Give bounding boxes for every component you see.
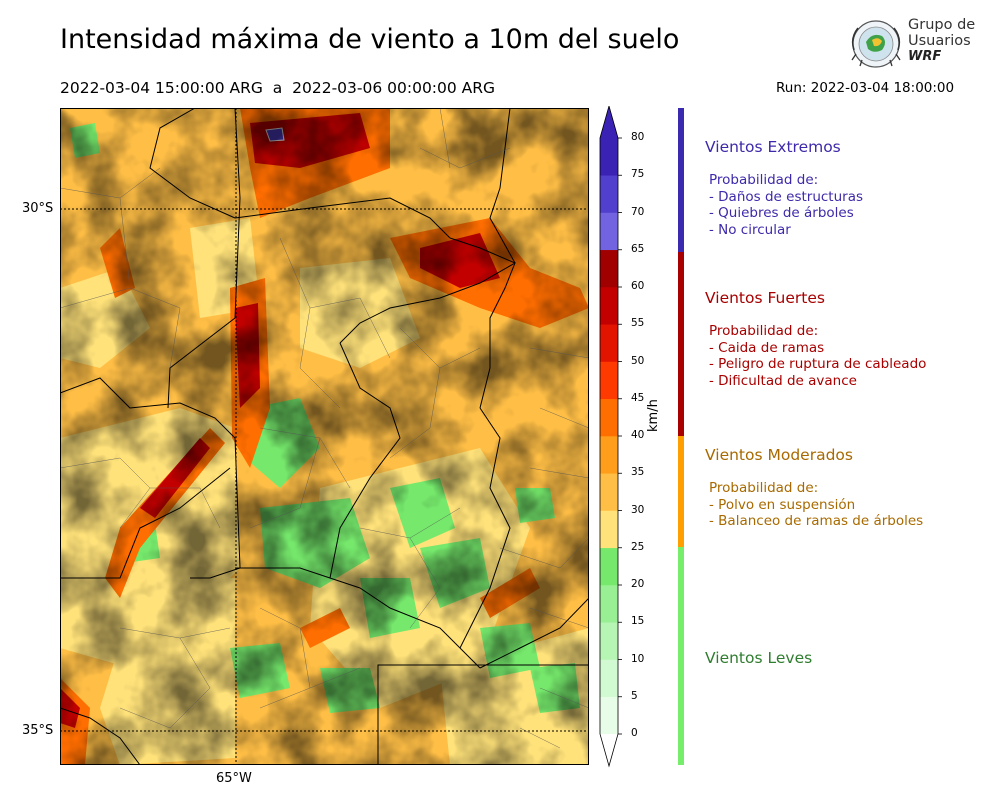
colorbar-swatch [600,324,618,362]
category-desc-line: - No circular [709,221,791,238]
colorbar-tick-label: 50 [631,354,645,367]
colorbar-swatch [600,622,618,660]
colorbar-unit: km/h [646,399,661,432]
map-title: Intensidad máxima de viento a 10m del su… [60,24,680,55]
graticule [60,108,589,765]
colorbar-tick-label: 35 [631,466,645,479]
colorbar-tick-label: 60 [631,280,645,292]
colorbar-swatch [600,361,618,400]
category-bar-extremos [678,108,684,252]
logo-line1: Grupo de [908,17,976,33]
colorbar-tick-label: 15 [631,615,645,628]
category-desc-extremos: Probabilidad de: - Daños de estructuras … [709,172,863,238]
colorbar-swatch [600,547,618,586]
category-desc-moderados: Probabilidad de: - Polvo en suspensión -… [709,480,923,530]
colorbar-swatch [600,175,618,213]
colorbar-swatch [600,398,618,437]
map-frame [60,108,589,765]
category-desc-line: - Caida de ramas [709,339,825,356]
colorbar-tick-label: 75 [631,168,645,181]
colorbar-tick-label: 65 [631,242,645,255]
grupo-usuarios-wrf-logo [851,20,901,68]
category-desc-line: - Peligro de ruptura de cableado [709,356,927,372]
colorbar-extend-max [600,106,618,138]
colorbar-tick-label: 80 [631,131,645,143]
colorbar-tick-label: 70 [631,205,645,218]
wind-texture [60,108,589,765]
category-bar-moderados [678,436,684,547]
colorbar-tick-label: 30 [631,503,645,516]
category-desc-line: Probabilidad de: [709,480,819,496]
logo-line2: Usuarios [908,32,971,49]
wind-speed-map [60,108,589,765]
category-title-leves: Vientos Leves [705,649,813,667]
colorbar [599,106,622,768]
category-bar-fuertes [678,252,684,436]
colorbar-swatch [600,287,618,325]
forecast-period: 2022-03-04 15:00:00 ARG a 2022-03-06 00:… [60,79,496,97]
logo-line3: WRF [908,49,942,64]
run-timestamp: Run: 2022-03-04 18:00:00 [776,80,955,96]
colorbar-swatch [600,585,618,623]
category-title-extremos: Vientos Extremos [705,138,841,156]
lon-label-65w: 65°W [216,771,252,786]
category-desc-fuertes: Probabilidad de: - Caida de ramas - Peli… [709,323,926,389]
colorbar-swatch [600,436,618,474]
colorbar-swatch [600,510,618,549]
category-desc-line: - Polvo en suspensión [709,496,856,513]
colorbar-swatch [600,212,618,251]
colorbar-tick-label: 10 [631,652,645,665]
logo-text: Grupo de Usuarios WRF [908,17,976,65]
lat-label-35s: 35°S [22,723,54,738]
colorbar-extend-min [600,734,618,766]
colorbar-tick-label: 5 [631,689,638,702]
colorbar-swatch [600,473,618,511]
colorbar-tick-label: 20 [631,578,645,590]
category-title-fuertes: Vientos Fuertes [705,289,825,307]
colorbar-tick-label: 45 [631,391,645,404]
category-title-moderados: Vientos Moderados [705,446,853,464]
category-desc-line: - Dificultad de avance [709,372,857,389]
department-boundaries [60,108,589,749]
colorbar-tick-label: 25 [631,540,645,553]
colorbar-tick-label: 55 [631,317,645,330]
colorbar-swatch [600,249,618,288]
category-desc-line: Probabilidad de: [709,172,819,188]
colorbar-swatch [600,659,618,698]
province-boundaries [60,108,589,765]
category-desc-line: - Balanceo de ramas de árboles [709,513,924,529]
colorbar-tick-label: 40 [631,429,645,441]
colorbar-swatch [600,138,618,176]
colorbar-tick-label: 0 [631,727,638,739]
lat-label-30s: 30°S [22,201,54,216]
colorbar-swatch [600,696,618,735]
category-desc-line: Probabilidad de: [709,323,819,339]
category-bar-leves [678,547,684,765]
category-desc-line: - Daños de estructuras [709,188,864,205]
category-desc-line: - Quiebres de árboles [709,205,854,221]
